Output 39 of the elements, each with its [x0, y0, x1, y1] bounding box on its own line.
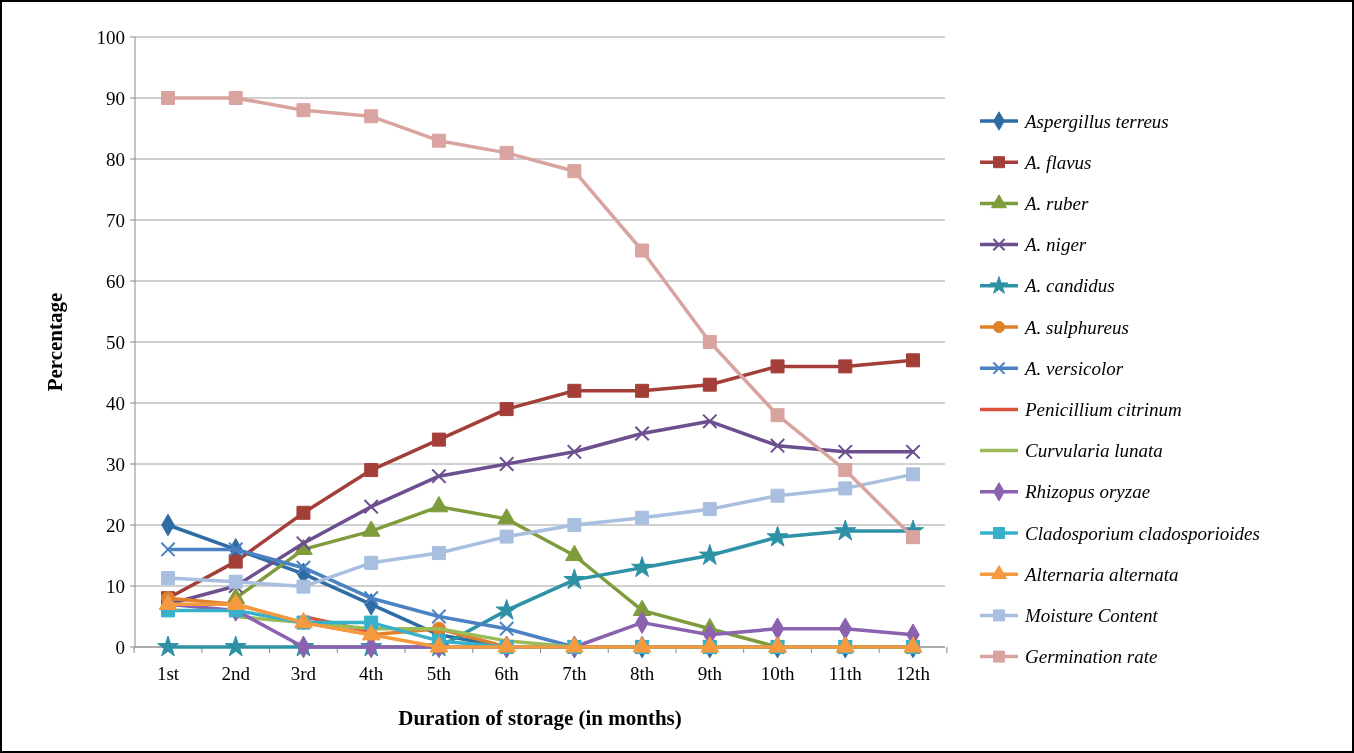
- y-tick-label: 90: [106, 87, 125, 109]
- x-tick-label: 6th: [494, 663, 520, 684]
- legend-label: Aspergillus terreus: [1023, 110, 1169, 132]
- y-tick-label: 80: [106, 148, 125, 170]
- legend-label: Alternaria alternata: [1023, 563, 1179, 585]
- x-tick-label: 11th: [828, 663, 863, 684]
- legend-label: Penicillium citrinum: [1024, 399, 1182, 421]
- y-tick-label: 100: [96, 26, 125, 48]
- x-tick-label: 3rd: [290, 663, 317, 684]
- x-tick-label: 7th: [562, 663, 587, 684]
- x-tick-label: 2nd: [221, 663, 251, 684]
- legend-label: Moisture Content: [1024, 605, 1159, 627]
- y-tick-label: 10: [106, 575, 125, 597]
- legend-label: A. candidus: [1023, 275, 1115, 297]
- x-tick-label: 9th: [697, 663, 723, 684]
- y-tick-label: 60: [106, 270, 125, 292]
- legend-label: Germination rate: [1025, 646, 1158, 668]
- x-tick-label: 4th: [359, 663, 384, 684]
- y-tick-label: 40: [106, 392, 125, 414]
- y-tick-label: 20: [106, 514, 125, 536]
- legend-label: A. sulphureus: [1023, 316, 1129, 338]
- legend-label: A. flavus: [1023, 151, 1092, 173]
- y-axis-title: Percentage: [43, 292, 67, 392]
- x-tick-label: 8th: [629, 663, 655, 684]
- y-tick-label: 0: [115, 636, 125, 658]
- x-axis-title: Duration of storage (in months): [398, 706, 682, 730]
- legend-label: A. niger: [1023, 234, 1087, 256]
- y-tick-label: 50: [106, 331, 125, 353]
- legend-label: A. versicolor: [1023, 357, 1124, 379]
- x-tick-label: 12th: [896, 663, 931, 684]
- legend-label: Curvularia lunata: [1025, 440, 1163, 462]
- legend-label: A. ruber: [1023, 193, 1089, 215]
- legend-label: Cladosporium cladosporioides: [1025, 522, 1260, 544]
- y-tick-label: 30: [106, 453, 125, 475]
- x-tick-label: 10th: [760, 663, 795, 684]
- x-tick-label: 1st: [156, 663, 180, 684]
- y-tick-label: 70: [106, 209, 125, 231]
- x-tick-label: 5th: [426, 663, 452, 684]
- legend-label: Rhizopus oryzae: [1024, 481, 1151, 503]
